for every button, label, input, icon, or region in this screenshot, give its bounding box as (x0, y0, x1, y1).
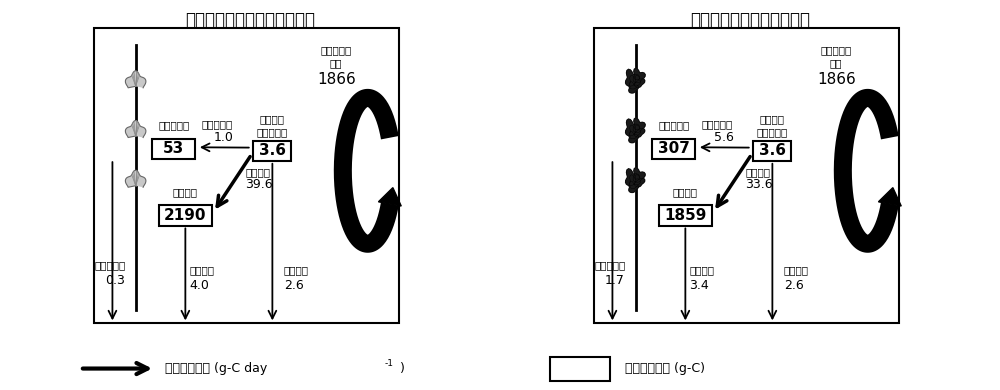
Polygon shape (629, 175, 640, 188)
Text: 1866: 1866 (817, 72, 856, 87)
Text: カキ排泄: カキ排泄 (689, 265, 714, 275)
Polygon shape (635, 75, 645, 87)
Polygon shape (878, 188, 901, 206)
Polygon shape (629, 125, 640, 139)
Polygon shape (125, 71, 146, 88)
Text: 粒状有機物: 粒状有機物 (757, 127, 788, 137)
Text: イガイ摂餌: イガイ摂餌 (701, 119, 732, 129)
Text: イガイ摂餌: イガイ摂餌 (201, 119, 232, 129)
Text: 3.4: 3.4 (689, 279, 709, 292)
Polygon shape (378, 188, 401, 206)
Polygon shape (626, 119, 640, 136)
Text: 養殖カキ: 養殖カキ (173, 188, 198, 198)
Text: 流れによる: 流れによる (821, 45, 852, 55)
Text: 2.6: 2.6 (784, 279, 804, 292)
Bar (652, 139, 695, 159)
Text: カキ排泄: カキ排泄 (189, 265, 214, 275)
Polygon shape (629, 82, 638, 93)
Text: 3.6: 3.6 (759, 144, 786, 158)
Text: 交換: 交換 (330, 58, 342, 68)
Polygon shape (635, 125, 645, 137)
Text: イガイ排泄: イガイ排泄 (595, 260, 626, 270)
Bar (152, 139, 195, 159)
Text: 自然沈降: 自然沈降 (784, 265, 809, 275)
Text: 自然沈降: 自然沈降 (284, 265, 309, 275)
Text: 2.6: 2.6 (284, 279, 304, 292)
Text: 海水中の: 海水中の (260, 114, 285, 124)
Text: 53: 53 (163, 142, 184, 156)
Bar (594, 28, 899, 323)
Text: 2190: 2190 (164, 208, 207, 223)
Text: イガイ排泄: イガイ排泄 (95, 260, 126, 270)
Text: 付着イガイ: 付着イガイ (158, 121, 189, 130)
Polygon shape (629, 75, 640, 89)
Text: 33.6: 33.6 (745, 178, 773, 191)
Text: 温湯処理を行ったカキ養殖場: 温湯処理を行ったカキ養殖場 (185, 11, 315, 29)
Bar (550, 356, 610, 381)
Text: ): ) (400, 362, 405, 375)
Text: 海水中の: 海水中の (760, 114, 785, 124)
Bar (94, 28, 399, 323)
Text: 1.7: 1.7 (605, 274, 625, 287)
Text: 処理を行わないカキ養殖場: 処理を行わないカキ養殖場 (690, 11, 810, 29)
Bar (753, 141, 791, 161)
Text: 1.0: 1.0 (214, 131, 233, 144)
Text: 粒状有機物: 粒状有機物 (257, 127, 288, 137)
Polygon shape (629, 131, 638, 143)
Polygon shape (125, 121, 146, 138)
Text: 1866: 1866 (317, 72, 356, 87)
Polygon shape (629, 181, 638, 192)
Polygon shape (633, 168, 645, 182)
Text: 5.6: 5.6 (714, 131, 733, 144)
Text: 0.3: 0.3 (105, 274, 125, 287)
Bar (159, 205, 212, 225)
Text: 交換: 交換 (830, 58, 842, 68)
Polygon shape (125, 170, 146, 187)
Polygon shape (633, 68, 645, 83)
Bar (659, 205, 712, 225)
Polygon shape (626, 69, 640, 86)
Text: 有機物の貯留 (g-C): 有機物の貯留 (g-C) (625, 362, 705, 375)
Text: 付着イガイ: 付着イガイ (658, 121, 689, 130)
Text: 1859: 1859 (664, 208, 707, 223)
Text: -1: -1 (385, 359, 394, 368)
Text: カキ摂餌: カキ摂餌 (745, 167, 770, 177)
Polygon shape (635, 175, 645, 187)
Text: 307: 307 (658, 142, 690, 156)
Text: 39.6: 39.6 (245, 178, 273, 191)
Polygon shape (626, 169, 640, 186)
Bar (253, 141, 291, 161)
Text: 流れによる: 流れによる (321, 45, 352, 55)
Text: 3.6: 3.6 (259, 144, 286, 158)
Text: 養殖カキ: 養殖カキ (673, 188, 698, 198)
Text: 4.0: 4.0 (189, 279, 209, 292)
Polygon shape (633, 118, 645, 133)
Text: カキ摂餌: カキ摂餌 (245, 167, 270, 177)
Text: 有機物の流れ (g-C day: 有機物の流れ (g-C day (165, 362, 267, 375)
